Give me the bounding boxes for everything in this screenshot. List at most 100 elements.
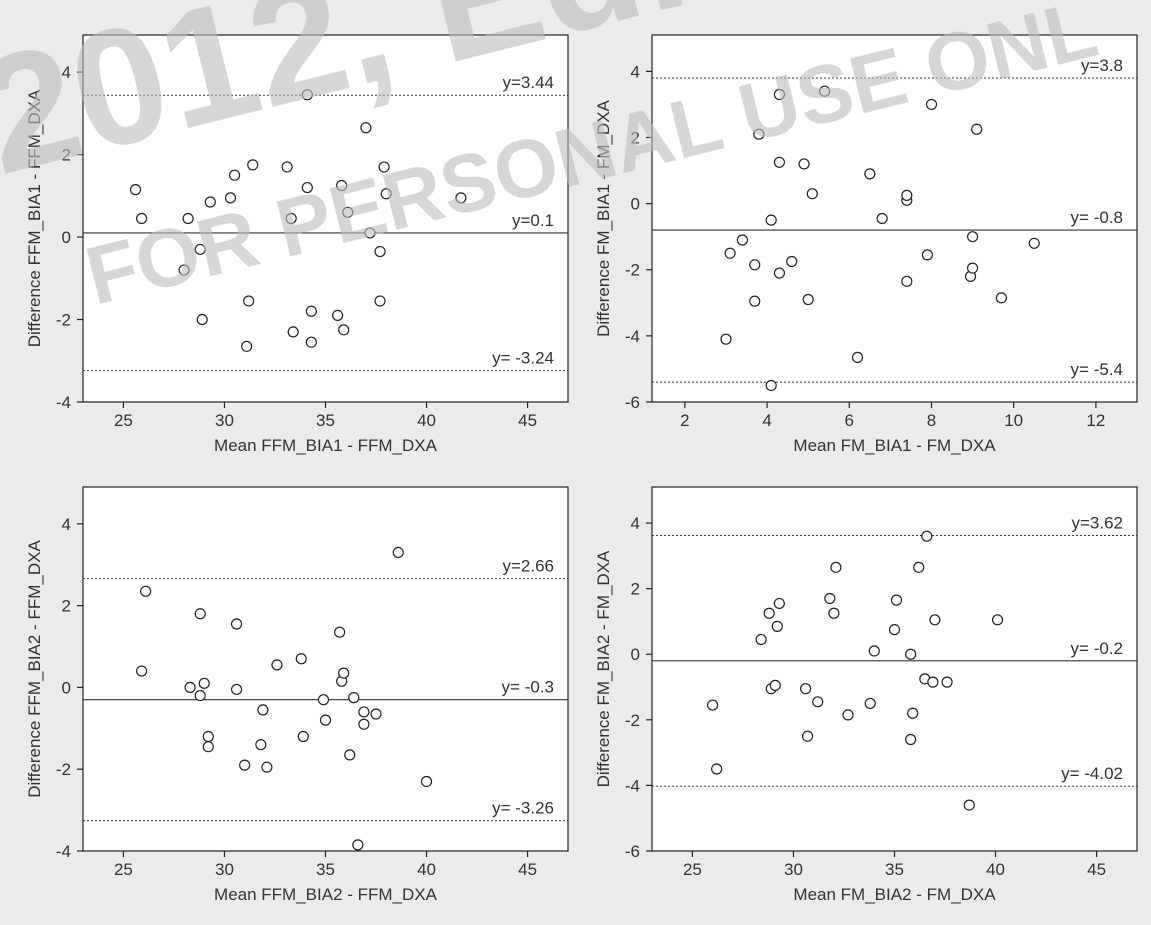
data-point [198,677,210,689]
data-point [455,192,467,204]
plot-area [651,34,1138,403]
y-tick-label: 4 [631,62,640,81]
data-point [971,123,983,135]
y-tick-label: -4 [56,842,71,861]
data-point [243,295,255,307]
data-point [420,775,433,788]
y-tick-label: 2 [62,597,71,616]
data-point [374,245,386,258]
data-point [228,169,241,181]
data-point [202,741,214,753]
x-axis-title: Mean FFM_BIA2 - FFM_DXA [214,885,438,904]
data-point [749,295,761,307]
data-point [966,262,979,274]
data-point [868,645,880,657]
data-point [287,326,299,338]
data-point [842,709,854,721]
y-tick-label: 2 [631,580,640,599]
data-point [360,122,372,134]
data-point [317,694,330,706]
y-tick-label: -6 [625,842,640,861]
data-point [711,763,723,775]
data-point [765,214,777,226]
x-tick-label: 30 [215,411,234,430]
data-point [136,212,148,225]
data-point [773,597,785,610]
data-point [378,161,390,173]
data-point [392,546,404,559]
x-tick-label: 30 [784,860,803,879]
data-point [724,247,736,259]
y-axis-title: Difference FFM_BIA2 - FFM_DXA [25,540,44,798]
x-tick-label: 6 [845,411,854,430]
data-point [334,626,346,638]
data-point [380,188,392,200]
y-tick-label: 0 [631,645,640,664]
x-tick-label: 35 [316,411,335,430]
data-point [295,653,307,665]
data-point [966,231,979,243]
data-point [806,188,818,200]
data-point [812,696,824,708]
data-point [736,234,749,246]
data-point [749,259,761,271]
data-point [755,633,767,646]
panel-2: 2 4 6 8 10 12 -6 -4 -2 0 2 4 Mean FM_BIA1 - FM_DXA Di… [594,34,1138,455]
reference-label: y=0.1 [512,211,554,230]
y-tick-label: 4 [62,63,71,82]
data-point [905,733,917,746]
data-point [352,839,364,851]
reference-label: y= -5.4 [1071,360,1123,379]
data-point [828,607,840,619]
plot-area [651,486,1138,852]
data-point [830,561,842,573]
y-tick-label: -6 [625,393,640,412]
data-point [271,659,283,671]
data-point [929,614,941,626]
data-point [763,607,775,619]
data-point [257,704,269,716]
panel-3: 25 30 35 40 45 -4 -2 0 2 4 Mean FFM_BIA2 - FFM_DXA… [25,486,569,904]
data-point [241,340,253,352]
data-point [336,179,348,192]
y-tick-label: 0 [631,195,640,214]
data-point [786,255,798,268]
data-point [888,624,901,636]
x-tick-label: 25 [683,860,702,879]
y-axis-title: Difference FM_BIA2 - FM_DXA [594,550,613,787]
data-point [184,681,196,694]
x-tick-label: 35 [885,860,904,879]
x-tick-label: 45 [518,411,537,430]
x-tick-label: 40 [417,860,436,879]
y-tick-label: 4 [631,514,640,533]
data-point [769,679,781,691]
data-point [196,313,208,326]
data-point [1028,237,1040,249]
data-point [798,158,810,170]
y-tick-label: -4 [625,327,640,346]
data-point [194,243,206,256]
data-point [348,692,360,704]
y-tick-label: 2 [631,128,640,147]
reference-label: y= -4.02 [1061,764,1123,783]
data-point [224,192,237,204]
reference-label: y=3.44 [502,73,554,92]
y-tick-label: -2 [56,760,71,779]
x-tick-label: 45 [1087,860,1106,879]
data-point [358,718,370,730]
reference-label: y=3.8 [1081,56,1123,75]
data-point [247,159,259,171]
x-axis-title: Mean FM_BIA1 - FM_DXA [793,436,996,455]
data-point [771,620,783,632]
data-point [799,683,812,695]
y-tick-label: 2 [62,146,71,165]
data-point [305,305,317,317]
data-point [802,730,814,742]
data-point [824,592,836,605]
reference-label: y=3.62 [1071,514,1123,533]
data-point [230,683,243,696]
data-point [305,336,317,348]
y-tick-label: -4 [625,776,640,795]
data-point [338,667,350,679]
